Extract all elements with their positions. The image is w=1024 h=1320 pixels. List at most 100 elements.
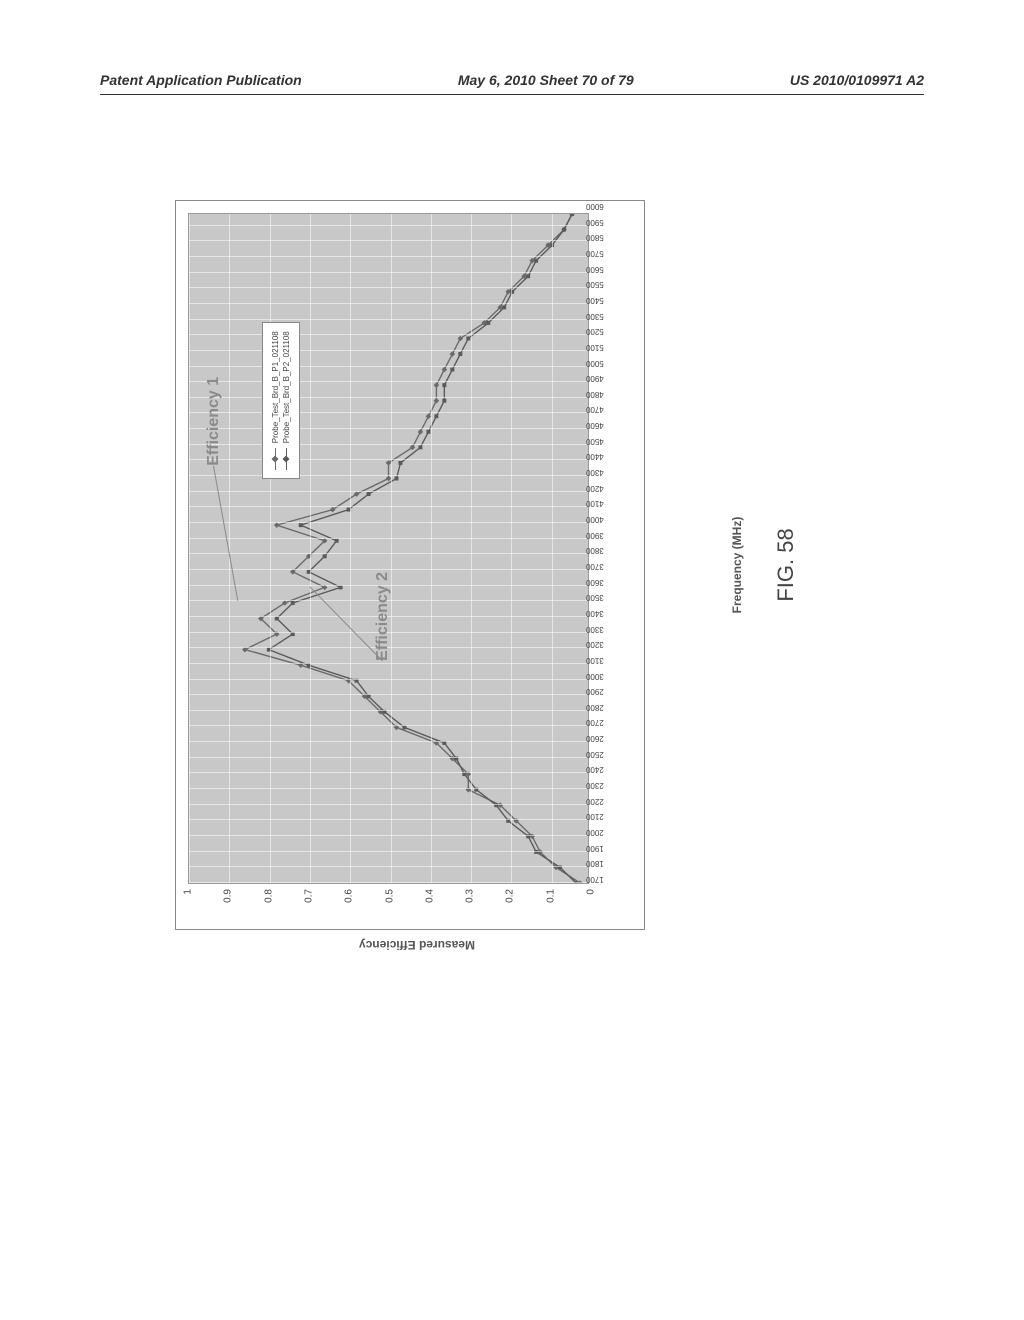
x-tick-label: 5500: [586, 280, 604, 289]
x-tick-label: 4000: [586, 515, 604, 524]
gridline-h: [189, 214, 190, 883]
gridline-v: [189, 272, 588, 273]
gridline-v: [189, 866, 588, 867]
y-axis-label: Measured Efficiency: [359, 938, 475, 952]
series-marker: [434, 414, 438, 418]
series-marker: [335, 539, 339, 543]
gridline-v: [189, 569, 588, 570]
gridline-v: [189, 256, 588, 257]
x-tick-label: 5700: [586, 249, 604, 258]
gridline-h: [229, 214, 230, 883]
series-marker: [450, 368, 454, 372]
x-tick-label: 3500: [586, 593, 604, 602]
x-tick-label: 5300: [586, 312, 604, 321]
series-marker: [323, 554, 327, 558]
series-marker: [442, 367, 448, 373]
y-tick-label: 0: [586, 889, 597, 911]
chart-box: Measured Efficiency Probe_Test_Brd_B_P1_…: [175, 200, 645, 930]
x-tick-label: 5000: [586, 359, 604, 368]
gridline-v: [189, 710, 588, 711]
gridline-v: [189, 663, 588, 664]
series-marker: [418, 429, 424, 435]
gridline-v: [189, 381, 588, 382]
gridline-v: [189, 475, 588, 476]
figure-caption: FIG. 58: [773, 528, 799, 601]
gridline-v: [189, 240, 588, 241]
gridline-v: [189, 726, 588, 727]
header-right: US 2010/0109971 A2: [790, 72, 924, 88]
y-tick-label: 0.8: [263, 889, 274, 911]
legend-row: Probe_Test_Brd_B_P2_021108: [282, 331, 291, 470]
x-tick-label: 1900: [586, 844, 604, 853]
gridline-v: [189, 757, 588, 758]
legend-label: Probe_Test_Brd_B_P1_021108: [271, 331, 280, 443]
chart-annotation: Efficiency 2: [374, 572, 392, 661]
header-center: May 6, 2010 Sheet 70 of 79: [458, 72, 634, 88]
gridline-v: [189, 804, 588, 805]
gridline-v: [189, 397, 588, 398]
series-marker: [299, 523, 303, 527]
x-tick-label: 2600: [586, 734, 604, 743]
x-tick-label: 2800: [586, 703, 604, 712]
x-tick-label: 4800: [586, 390, 604, 399]
series-marker: [274, 522, 280, 528]
x-tick-label: 3900: [586, 531, 604, 540]
gridline-v: [189, 772, 588, 773]
x-tick-label: 4700: [586, 405, 604, 414]
gridline-v: [189, 506, 588, 507]
figure-wrap: Measured Efficiency Probe_Test_Brd_B_P1_…: [125, 300, 865, 860]
gridline-v: [189, 741, 588, 742]
x-tick-label: 2500: [586, 750, 604, 759]
gridline-v: [189, 366, 588, 367]
x-tick-label: 1700: [586, 875, 604, 884]
y-tick-label: 0.2: [505, 889, 516, 911]
x-tick-label: 2700: [586, 719, 604, 728]
gridline-h: [350, 214, 351, 883]
legend-label: Probe_Test_Brd_B_P2_021108: [282, 331, 291, 443]
series-marker: [394, 477, 398, 481]
y-tick-label: 0.9: [223, 889, 234, 911]
gridline-v: [189, 303, 588, 304]
y-tick-label: 0.5: [384, 889, 395, 911]
page-header: Patent Application Publication May 6, 20…: [100, 72, 924, 88]
series-marker: [418, 445, 422, 449]
x-tick-label: 2300: [586, 781, 604, 790]
x-tick-label: 4300: [586, 468, 604, 477]
x-tick-label: 2000: [586, 828, 604, 837]
series-marker: [275, 617, 279, 621]
x-tick-label: 5900: [586, 218, 604, 227]
gridline-v: [189, 679, 588, 680]
chart-legend: Probe_Test_Brd_B_P1_021108Probe_Test_Brd…: [262, 322, 300, 479]
y-tick-label: 0.3: [465, 889, 476, 911]
series-marker: [450, 351, 456, 357]
series-marker: [562, 228, 566, 232]
series-marker: [486, 321, 490, 325]
gridline-v: [189, 835, 588, 836]
x-tick-label: 3700: [586, 562, 604, 571]
series-marker: [339, 585, 343, 589]
legend-marker-icon: [271, 448, 279, 470]
x-tick-label: 3000: [586, 672, 604, 681]
gridline-v: [189, 522, 588, 523]
header-rule: [100, 94, 924, 95]
x-tick-label: 5100: [586, 343, 604, 352]
legend-row: Probe_Test_Brd_B_P1_021108: [271, 331, 280, 470]
x-tick-label: 2200: [586, 797, 604, 806]
x-tick-label: 4900: [586, 374, 604, 383]
x-tick-label: 2400: [586, 765, 604, 774]
gridline-h: [552, 214, 553, 883]
gridline-v: [189, 444, 588, 445]
x-tick-label: 5600: [586, 265, 604, 274]
series-marker: [442, 399, 446, 403]
gridline-h: [310, 214, 311, 883]
y-tick-label: 0.1: [545, 889, 556, 911]
series-marker: [291, 601, 295, 605]
series-marker: [458, 352, 462, 356]
x-tick-label: 3300: [586, 625, 604, 634]
chart-traces: [189, 214, 588, 883]
gridline-v: [189, 428, 588, 429]
series-marker: [570, 214, 574, 216]
gridline-v: [189, 459, 588, 460]
series-marker: [426, 430, 430, 434]
x-axis-label: Frequency (MHz): [730, 517, 744, 614]
